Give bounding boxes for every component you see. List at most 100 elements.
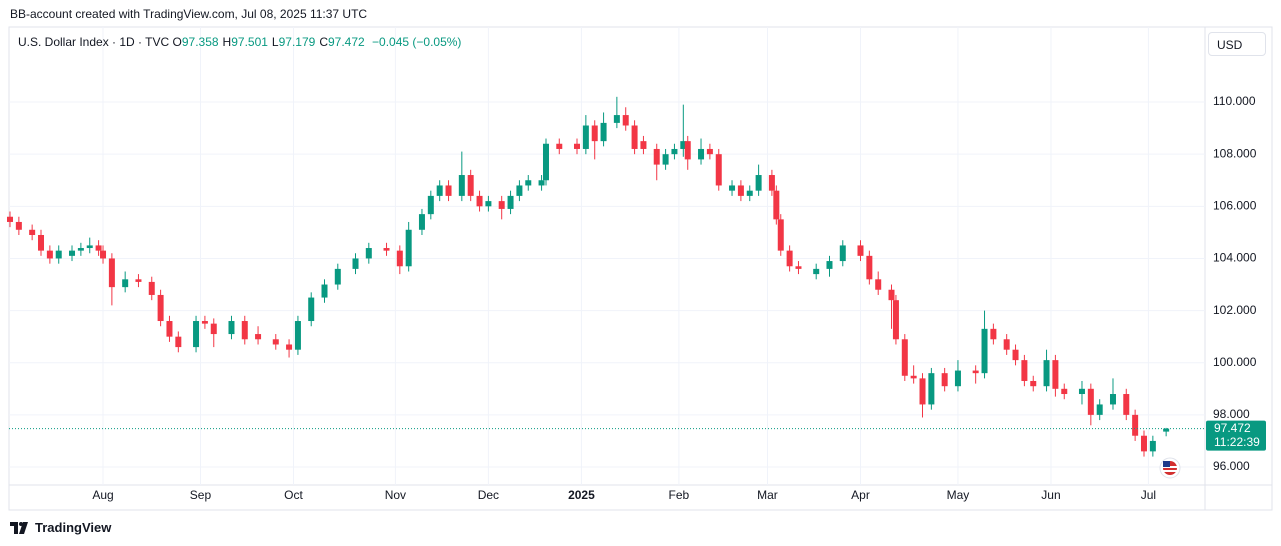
candle-body — [857, 245, 864, 256]
candle-body — [755, 175, 762, 191]
candle-body — [193, 321, 200, 348]
x-tick-label: Jul — [1141, 488, 1156, 502]
candle-body — [334, 268, 341, 285]
candle-body — [684, 141, 691, 160]
candle-body — [981, 328, 988, 374]
candle-body — [1132, 414, 1139, 436]
last-price-box — [1206, 420, 1266, 451]
candle-body — [990, 328, 997, 340]
x-tick-label: Nov — [385, 488, 406, 502]
candle-body — [680, 141, 687, 149]
change: −0.045 (−0.05%) — [372, 35, 462, 49]
candle-body — [729, 185, 736, 191]
candle-body — [582, 125, 589, 149]
field-label: O — [172, 35, 182, 49]
candle-body — [95, 245, 102, 251]
candle-body — [308, 297, 315, 322]
candle-body — [108, 258, 115, 288]
candle-body — [15, 221, 22, 230]
flag-icon — [1159, 457, 1181, 479]
candle-body — [737, 185, 744, 196]
y-tick-label: 110.000 — [1213, 94, 1256, 108]
x-tick-label: Mar — [757, 488, 778, 502]
candle-body — [928, 373, 935, 405]
field-value: 97.358 — [181, 35, 219, 49]
x-tick-label: Dec — [478, 488, 499, 502]
candle-body — [201, 321, 208, 324]
candle-body — [228, 321, 235, 335]
candle-body — [272, 339, 279, 345]
candle-body — [1163, 428, 1170, 432]
candle-body — [148, 281, 155, 295]
candle-body — [507, 195, 514, 209]
candle-body — [122, 279, 129, 288]
candle-body — [294, 321, 301, 350]
field-value: 97.501 — [231, 35, 268, 49]
candle-body — [241, 321, 248, 340]
candle-body — [396, 250, 403, 267]
grid — [9, 27, 1205, 485]
caption: BB-account created with TradingView.com,… — [10, 7, 368, 21]
candle-body — [640, 141, 647, 149]
candle-body — [1140, 435, 1147, 452]
candle-body — [919, 378, 926, 405]
last-price-label: 97.472 — [1214, 421, 1251, 435]
candle-body — [467, 175, 474, 196]
candle-body — [405, 229, 412, 267]
candle-body — [768, 175, 775, 191]
candle-body — [698, 148, 705, 160]
candle-body — [1123, 394, 1130, 415]
candle-body — [653, 148, 660, 165]
candle-body — [1109, 394, 1116, 405]
chart-frame — [8, 26, 1273, 511]
brand: TradingView — [10, 520, 111, 535]
candle-body — [525, 180, 532, 186]
candle-body — [1030, 380, 1037, 387]
candle-body — [613, 115, 620, 123]
candle-body — [622, 115, 629, 126]
candle-body — [1096, 404, 1103, 415]
candle-body — [746, 190, 753, 196]
y-tick-label: 100.000 — [1213, 355, 1257, 369]
candle-body — [941, 373, 948, 387]
candle-body — [383, 248, 390, 251]
x-tick-label: 2025 — [568, 488, 595, 502]
x-tick-label: Apr — [851, 488, 870, 502]
currency-button[interactable]: USD — [1208, 32, 1266, 56]
field-value: 97.179 — [278, 35, 316, 49]
symbol: U.S. Dollar Index · 1D · TVC — [18, 35, 170, 49]
candle-body — [542, 143, 549, 181]
candle-body — [498, 201, 505, 209]
candle-body — [166, 321, 173, 337]
candle-body — [157, 294, 164, 322]
candle-body — [77, 248, 84, 251]
field-label: C — [319, 35, 328, 49]
legend: U.S. Dollar Index · 1D · TVC O97.358 H97.… — [18, 35, 461, 49]
candle-body — [600, 122, 607, 142]
candle-body — [485, 201, 492, 207]
axis-labels: 96.000 98.000 100.000 102.000 104.000 106.000… — [92, 94, 1266, 502]
candle-body — [38, 234, 45, 251]
candle-body — [826, 261, 833, 269]
candle-body — [175, 336, 182, 348]
candle-body — [29, 229, 36, 235]
candle-body — [476, 195, 483, 207]
candle-body — [7, 216, 13, 222]
candle-body — [1052, 360, 1059, 389]
y-tick-label: 96.000 — [1213, 459, 1250, 473]
candle-body — [516, 185, 523, 196]
candle-body — [773, 190, 780, 220]
candle-body — [910, 375, 917, 379]
y-tick-label: 98.000 — [1213, 407, 1250, 421]
y-tick-label: 106.000 — [1213, 198, 1257, 212]
candle-body — [100, 250, 107, 259]
brand-logo — [10, 521, 28, 534]
candle-body — [795, 266, 802, 269]
candle-body — [538, 180, 545, 186]
candle-body — [69, 250, 76, 256]
candle-body — [445, 185, 452, 196]
candle-body — [1078, 388, 1085, 395]
candle-body — [210, 323, 217, 335]
x-tick-label: Sep — [190, 488, 212, 502]
